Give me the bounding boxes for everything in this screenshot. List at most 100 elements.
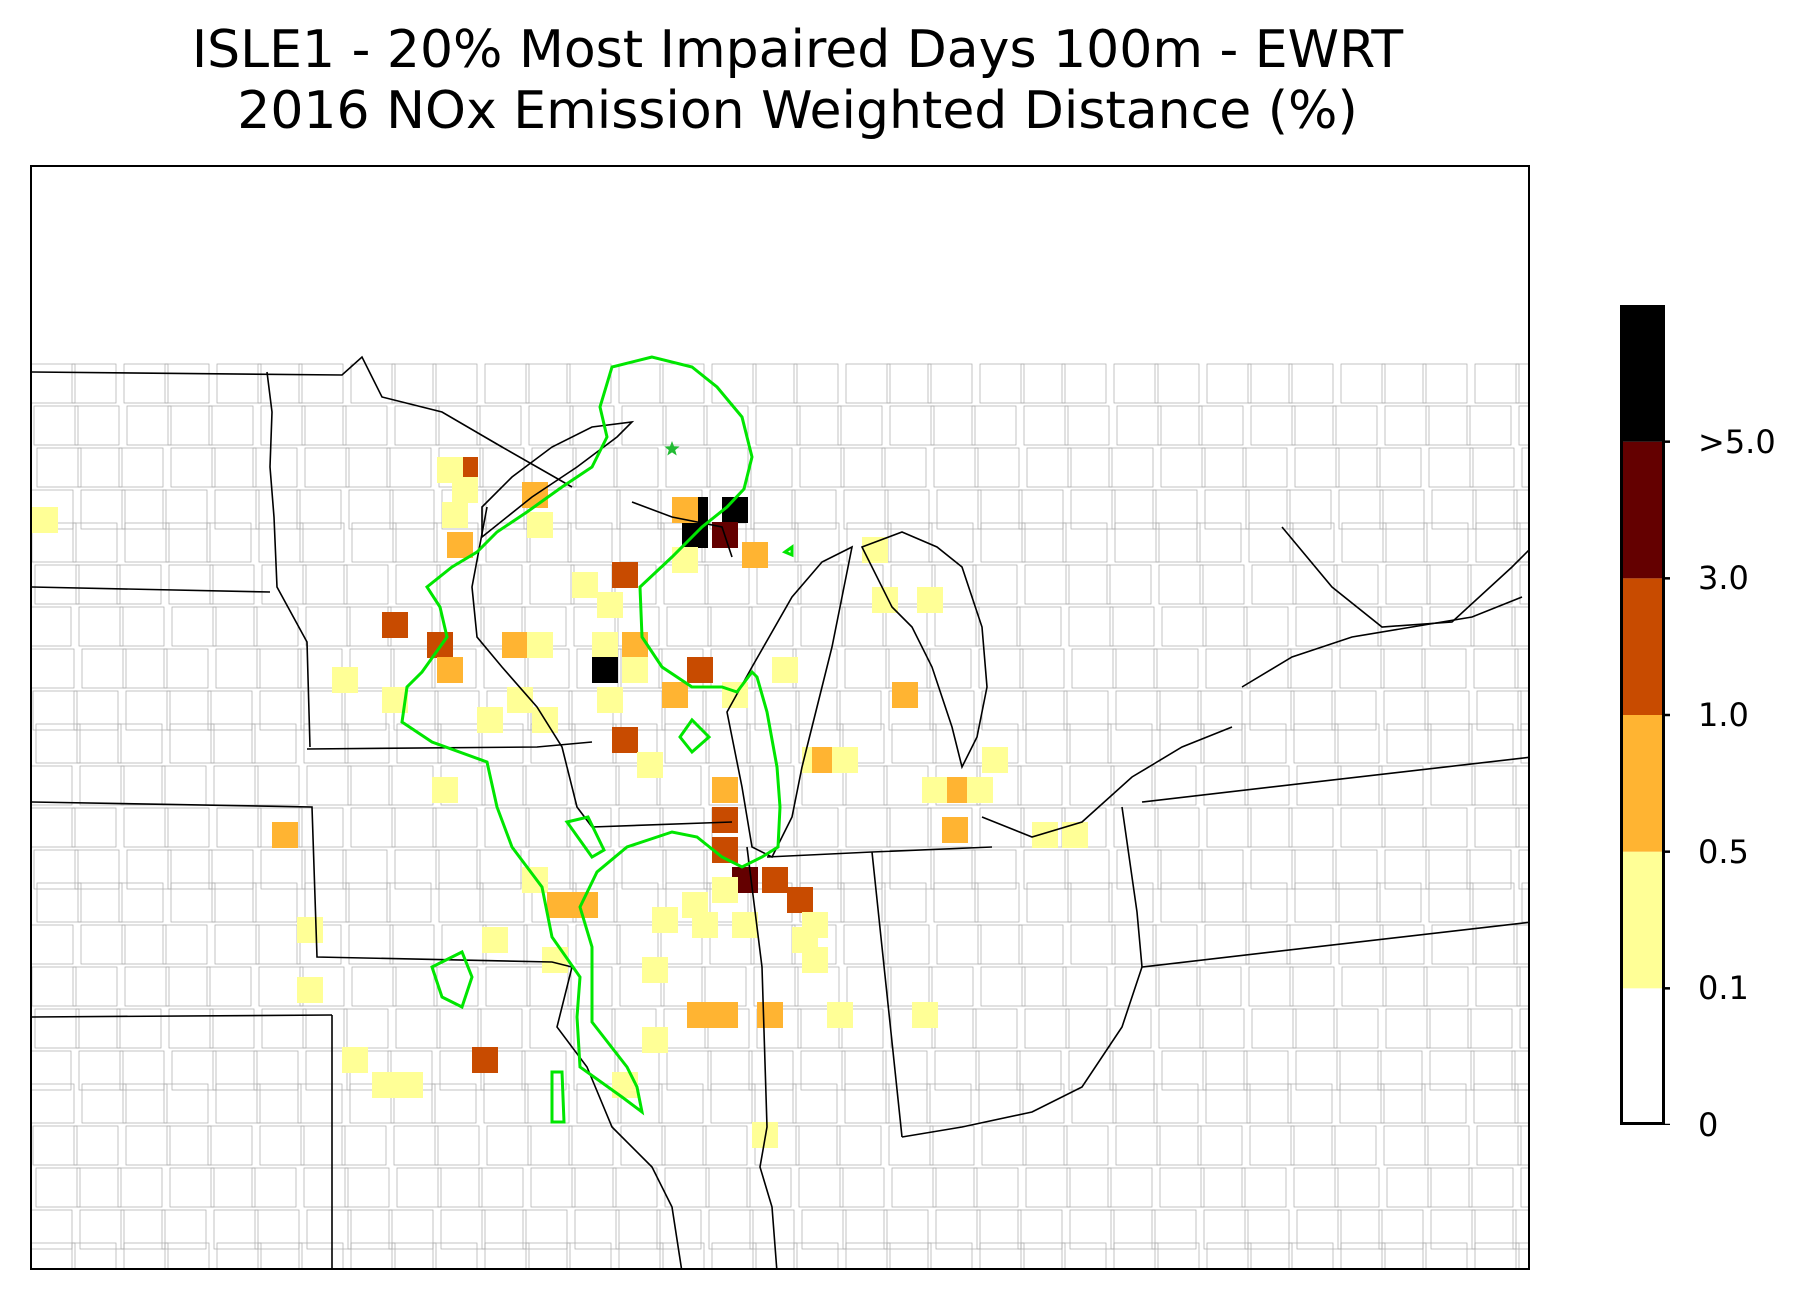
county-cell	[1108, 882, 1154, 923]
county-cell	[1426, 564, 1472, 605]
county-cell	[1065, 1008, 1111, 1049]
county-cell	[1517, 690, 1528, 731]
county-cell	[298, 1242, 344, 1268]
county-cell	[1286, 489, 1332, 530]
emission-cell	[527, 632, 553, 658]
county-cell	[32, 1050, 72, 1091]
county-cell	[396, 723, 442, 764]
county-cell	[656, 765, 702, 806]
county-cell	[118, 447, 164, 488]
county-cell	[666, 1050, 712, 1091]
county-cell	[1159, 1167, 1205, 1208]
county-cell	[298, 807, 344, 848]
county-cell	[1424, 690, 1470, 731]
county-cell	[117, 723, 163, 764]
border-nd-sd	[32, 586, 271, 593]
county-cell	[1067, 882, 1113, 923]
county-cell	[215, 648, 261, 689]
county-cell	[1423, 522, 1469, 563]
colorbar-label: 3.0	[1698, 559, 1749, 598]
county-cell	[928, 966, 974, 1007]
county-cell	[1515, 1242, 1528, 1268]
county-cell	[1152, 489, 1198, 530]
county-cell	[566, 807, 612, 848]
emission-cell	[507, 687, 533, 713]
county-cell	[167, 849, 213, 890]
county-cell	[166, 1125, 212, 1166]
county-cell	[1474, 807, 1520, 848]
county-cell	[618, 807, 664, 848]
county-cell	[749, 765, 795, 806]
county-cell	[659, 1242, 705, 1268]
county-cell	[1338, 489, 1384, 530]
county-cell	[1061, 1242, 1107, 1268]
county-cell	[1156, 1125, 1202, 1166]
colorbar-label: 0.5	[1698, 832, 1749, 871]
emission-cell	[272, 822, 298, 848]
county-cell	[840, 447, 886, 488]
county-cell	[73, 1125, 119, 1166]
county-cell	[574, 765, 620, 806]
county-cell	[256, 648, 302, 689]
county-cell	[972, 564, 1018, 605]
county-cell	[1380, 648, 1426, 689]
county-cell	[432, 807, 478, 848]
county-cell	[1116, 849, 1162, 890]
county-cell	[845, 363, 891, 404]
county-cell	[575, 924, 621, 965]
emission-cell	[712, 807, 738, 833]
county-cell	[886, 363, 932, 404]
county-cell	[301, 849, 347, 890]
receptor-marker	[664, 441, 680, 456]
county-cell	[386, 447, 432, 488]
county-cell	[123, 1242, 169, 1268]
emission-cell	[912, 1002, 938, 1028]
coast-georgian	[1281, 526, 1528, 628]
county-cell	[1158, 564, 1204, 605]
county-cell	[884, 489, 930, 530]
county-cell	[396, 1167, 442, 1208]
county-cell	[977, 924, 1023, 965]
county-cell	[392, 966, 438, 1007]
county-cell	[79, 765, 125, 806]
county-cell	[1425, 405, 1471, 446]
county-cell	[32, 648, 75, 689]
county-cell	[845, 1242, 891, 1268]
county-cell	[1111, 924, 1157, 965]
county-cell	[1377, 1050, 1423, 1091]
county-cell	[1108, 447, 1154, 488]
county-cell	[71, 363, 117, 404]
county-cell	[216, 363, 262, 404]
county-cell	[708, 765, 754, 806]
county-cell	[296, 489, 342, 530]
county-cell	[1288, 1242, 1334, 1268]
county-cell	[1431, 924, 1477, 965]
county-cell	[77, 447, 123, 488]
county-cell	[122, 648, 168, 689]
county-cell	[1422, 807, 1468, 848]
county-cell	[207, 690, 253, 731]
county-cell	[162, 489, 208, 530]
county-cell	[1062, 966, 1108, 1007]
county-cell	[78, 1050, 124, 1091]
county-cell	[163, 648, 209, 689]
county-cell	[1017, 1209, 1063, 1250]
county-cell	[304, 882, 350, 923]
border-pa-ny	[1141, 756, 1528, 803]
county-cell	[1064, 849, 1110, 890]
county-cell	[1151, 1209, 1197, 1250]
emission-cell	[687, 1002, 713, 1028]
county-cell	[255, 489, 301, 530]
county-cell	[36, 882, 82, 923]
county-cell	[255, 924, 301, 965]
county-cell	[1159, 723, 1205, 764]
county-cell	[797, 1008, 843, 1049]
county-cell	[391, 363, 437, 404]
county-cell	[1114, 522, 1160, 563]
county-cell	[76, 1167, 122, 1208]
county-cell	[843, 489, 889, 530]
county-cell	[483, 1083, 529, 1124]
county-cell	[837, 849, 883, 890]
coast-lake-superior	[481, 420, 635, 539]
county-cell	[34, 1008, 80, 1049]
